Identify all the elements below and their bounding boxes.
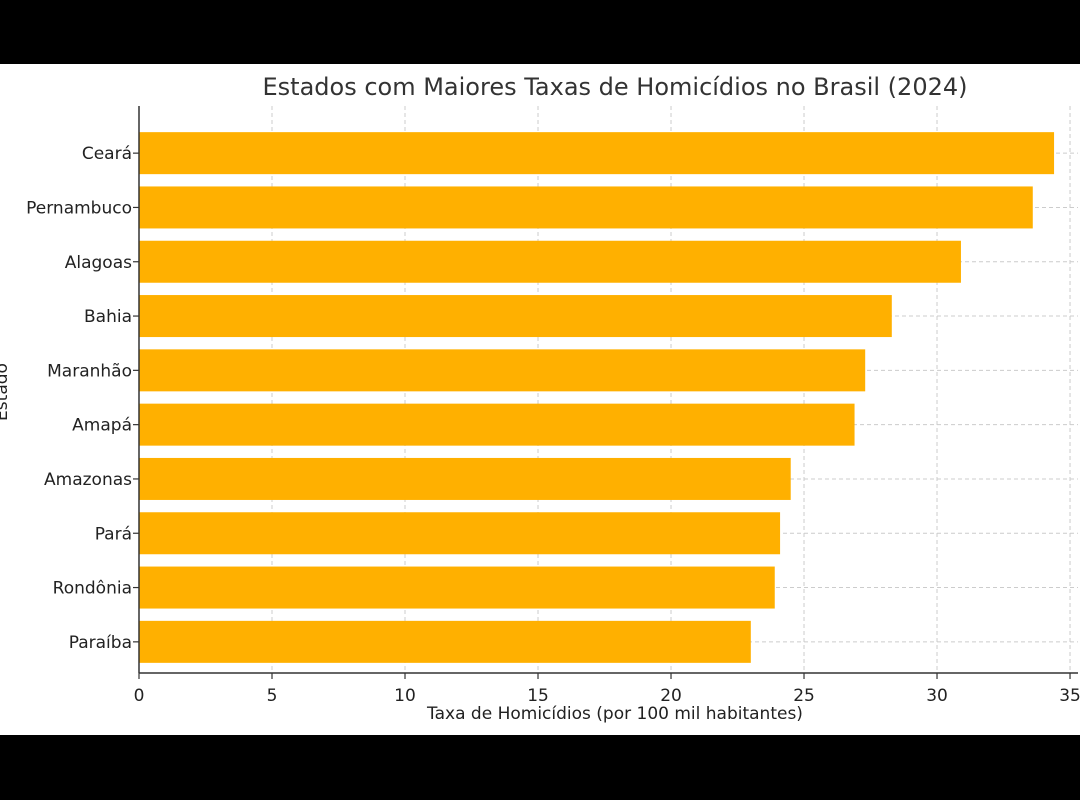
category-label: Rondônia bbox=[53, 579, 132, 599]
x-tick-label: 0 bbox=[134, 686, 145, 706]
bar-6 bbox=[139, 403, 855, 446]
category-label: Pará bbox=[95, 524, 132, 544]
y-axis-label: Estado bbox=[0, 363, 12, 421]
category-label: Amazonas bbox=[44, 470, 132, 490]
x-ticks: 0 5 10 15 20 25 30 35 bbox=[134, 673, 1080, 706]
bar-2 bbox=[139, 186, 1033, 229]
x-axis-label: Taxa de Homicídios (por 100 mil habitant… bbox=[426, 704, 803, 724]
y-ticks: Ceará Pernambuco Alagoas Bahia Maranhão Amapá… bbox=[26, 144, 139, 653]
category-label: Maranhão bbox=[47, 361, 132, 381]
bar-4 bbox=[139, 295, 892, 338]
bar-8 bbox=[139, 512, 781, 555]
bar-5 bbox=[139, 349, 866, 392]
x-tick-label: 20 bbox=[660, 686, 682, 706]
category-label: Paraíba bbox=[69, 633, 132, 653]
category-label: Amapá bbox=[72, 416, 132, 436]
bar-10 bbox=[139, 620, 751, 663]
bar-7 bbox=[139, 457, 791, 500]
category-label: Pernambuco bbox=[26, 198, 132, 218]
category-label: Ceará bbox=[82, 144, 132, 164]
chart-canvas: 0 5 10 15 20 25 30 35 Ceará Pernambuco Alagoas Bah… bbox=[0, 64, 1080, 735]
bar-1 bbox=[139, 132, 1055, 175]
bars-layer bbox=[139, 132, 1055, 663]
x-tick-label: 5 bbox=[267, 686, 278, 706]
axes-layer bbox=[138, 106, 1078, 674]
bar-9 bbox=[139, 566, 775, 609]
category-label: Bahia bbox=[84, 307, 132, 327]
x-tick-label: 35 bbox=[1059, 686, 1080, 706]
bar-chart: 0 5 10 15 20 25 30 35 Ceará Pernambuco Alagoas Bah… bbox=[0, 73, 1080, 724]
x-tick-label: 15 bbox=[527, 686, 549, 706]
x-tick-label: 25 bbox=[793, 686, 815, 706]
x-tick-label: 30 bbox=[926, 686, 948, 706]
chart-title: Estados com Maiores Taxas de Homicídios … bbox=[263, 73, 968, 101]
bar-3 bbox=[139, 240, 961, 283]
category-label: Alagoas bbox=[65, 253, 132, 273]
x-tick-label: 10 bbox=[394, 686, 416, 706]
